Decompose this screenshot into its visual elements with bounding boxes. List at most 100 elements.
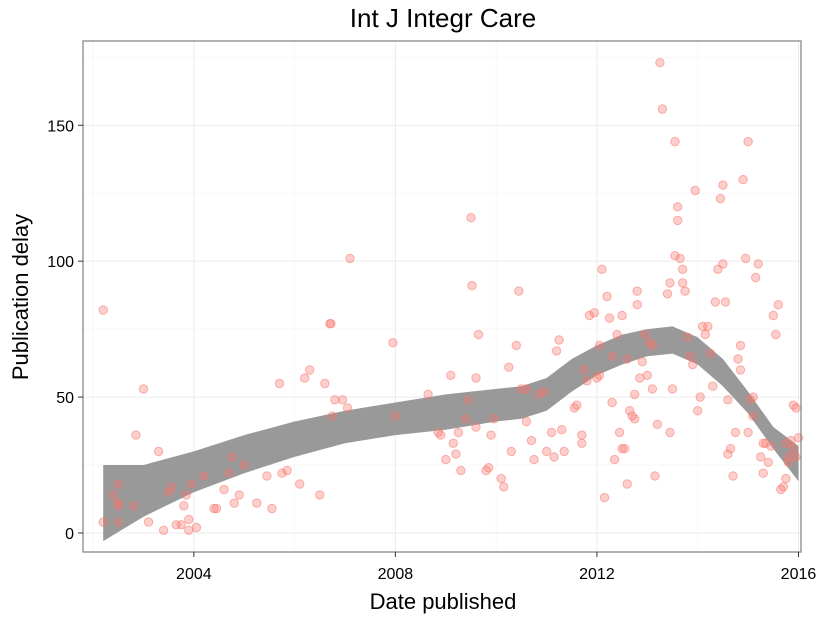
data-point <box>295 479 305 489</box>
y-axis: 0 50 100 150 <box>47 118 83 543</box>
data-point <box>650 471 660 481</box>
data-point <box>788 400 799 410</box>
data-point <box>682 332 693 342</box>
data-point <box>735 340 746 351</box>
data-point <box>557 425 567 435</box>
data-point <box>282 465 292 476</box>
data-point <box>305 365 315 375</box>
data-point <box>191 522 202 533</box>
data-point <box>735 365 746 375</box>
data-point <box>753 259 763 269</box>
data-point <box>723 395 733 405</box>
data-point <box>143 517 154 527</box>
data-point <box>781 473 791 484</box>
y-tick-label: 50 <box>56 390 74 407</box>
data-point <box>670 136 680 147</box>
data-point <box>776 484 786 495</box>
data-point <box>559 446 569 457</box>
data-point <box>229 498 239 508</box>
data-point <box>632 286 642 296</box>
data-point <box>761 438 771 448</box>
data-point <box>554 335 564 345</box>
data-point <box>315 490 325 500</box>
x-tick-label: 2008 <box>378 566 414 583</box>
data-point <box>698 321 708 332</box>
data-point <box>186 479 197 489</box>
chart-title: Int J Integr Care <box>350 3 536 33</box>
data-point <box>262 471 272 481</box>
data-point <box>534 389 544 400</box>
data-point <box>171 520 181 530</box>
data-point <box>665 427 675 438</box>
y-tick-label: 150 <box>47 118 74 135</box>
data-point <box>277 468 287 478</box>
data-point <box>728 471 738 481</box>
data-point <box>778 482 789 492</box>
data-point <box>768 310 778 321</box>
data-point <box>788 444 799 454</box>
data-point <box>131 430 141 440</box>
data-point <box>300 373 310 383</box>
data-point <box>677 264 688 274</box>
data-point <box>723 449 733 459</box>
data-point <box>546 427 557 438</box>
data-point <box>592 373 602 383</box>
data-point <box>725 444 736 454</box>
data-point <box>622 479 632 489</box>
x-tick-label: 2012 <box>579 566 615 583</box>
data-point <box>320 378 330 389</box>
data-point <box>504 362 514 372</box>
data-point <box>441 454 451 465</box>
data-point <box>705 348 715 359</box>
y-tick-label: 100 <box>47 254 74 271</box>
data-point <box>267 503 277 514</box>
data-point <box>617 310 627 321</box>
data-point <box>456 465 466 476</box>
data-point <box>164 487 174 497</box>
data-point <box>471 422 481 432</box>
data-point <box>330 395 340 405</box>
data-point <box>224 468 234 478</box>
data-point <box>619 444 630 454</box>
data-point <box>252 498 262 508</box>
data-point <box>113 517 124 527</box>
data-point <box>128 501 139 511</box>
data-point <box>710 297 720 307</box>
y-axis-title: Publication delay <box>8 214 33 380</box>
data-point <box>763 457 773 467</box>
data-point <box>98 305 108 315</box>
data-point <box>690 185 700 196</box>
data-point <box>179 501 189 511</box>
data-point <box>756 452 766 462</box>
data-point <box>506 446 516 457</box>
data-point <box>158 525 169 535</box>
data-point <box>209 503 219 514</box>
data-point <box>758 468 768 478</box>
data-point <box>467 280 477 291</box>
data-point <box>274 378 285 389</box>
data-point <box>579 365 589 375</box>
data-point <box>486 430 496 440</box>
data-point <box>781 438 791 448</box>
data-point <box>113 479 124 489</box>
data-point <box>551 346 562 356</box>
data-point <box>655 58 665 68</box>
data-point <box>665 278 675 288</box>
data-point <box>199 471 209 481</box>
data-point <box>740 253 751 264</box>
data-point <box>539 386 549 397</box>
data-point <box>98 517 108 527</box>
data-point <box>529 454 539 465</box>
data-point <box>630 414 640 424</box>
data-point <box>521 416 532 427</box>
data-point <box>647 340 658 351</box>
data-point <box>688 359 698 370</box>
data-point <box>647 384 658 394</box>
data-point <box>184 514 194 525</box>
data-point <box>342 403 353 413</box>
data-point <box>730 427 741 438</box>
data-point <box>488 414 499 424</box>
data-point <box>632 300 642 310</box>
data-point <box>708 381 718 391</box>
